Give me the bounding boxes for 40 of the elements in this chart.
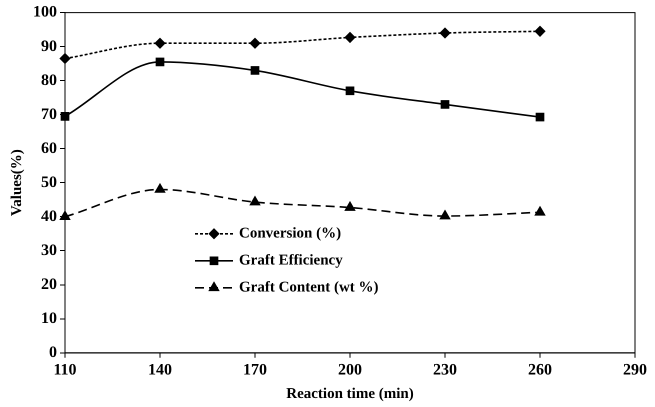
y-tick-label: 80 — [41, 72, 57, 89]
point — [440, 28, 450, 38]
point — [440, 100, 450, 109]
y-tick-label: 30 — [41, 242, 57, 259]
point — [60, 210, 70, 220]
x-tick-label: 200 — [338, 362, 362, 379]
point — [534, 26, 546, 37]
x-tick-label: 290 — [623, 362, 647, 379]
legend-label: Graft Efficiency — [239, 252, 344, 269]
y-tick-label: 60 — [41, 140, 57, 157]
legend-label: Conversion (%) — [239, 226, 342, 242]
point — [154, 184, 166, 193]
point — [250, 66, 260, 75]
point — [344, 202, 356, 211]
legend-label: Graft Content (wt %) — [239, 280, 379, 296]
point — [344, 32, 356, 43]
y-tick-label: 40 — [41, 208, 57, 225]
x-axis-title: Reaction time (min) — [286, 386, 414, 402]
point — [60, 53, 70, 64]
point — [346, 86, 354, 96]
point — [154, 38, 166, 49]
point — [156, 58, 164, 66]
x-tick-label: 140 — [148, 362, 172, 379]
point — [250, 38, 260, 49]
point — [536, 112, 544, 122]
point — [440, 210, 450, 220]
x-tick-label: 230 — [433, 362, 457, 379]
y-tick-label: 100 — [33, 4, 57, 21]
point — [250, 196, 260, 206]
y-tick-label: 10 — [41, 310, 57, 327]
y-tick-label: 90 — [41, 38, 57, 55]
x-tick-label: 110 — [53, 362, 77, 379]
y-tick-label: 50 — [41, 174, 57, 191]
y-tick-label: 70 — [41, 106, 57, 123]
x-tick-label: 170 — [243, 362, 267, 379]
y-tick-label: 20 — [41, 276, 57, 293]
x-tick-label: 260 — [528, 362, 552, 379]
y-tick-label: 0 — [49, 344, 57, 361]
point — [534, 206, 546, 216]
y-axis-title: Values(%) — [8, 149, 25, 216]
